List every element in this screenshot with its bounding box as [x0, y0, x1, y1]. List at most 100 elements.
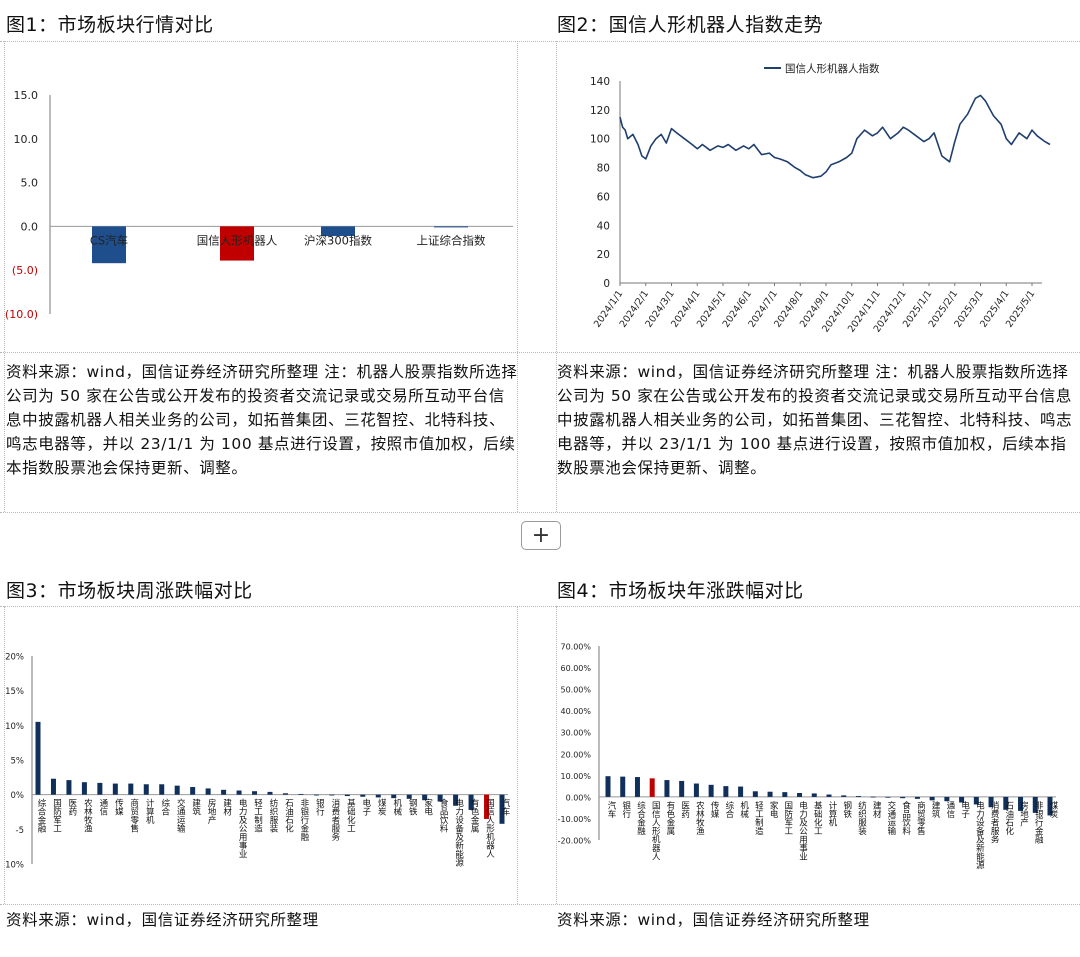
chart4-bar	[634, 777, 640, 797]
chart3-category-label: 建筑	[191, 798, 201, 817]
chart4-category-label: 通信	[945, 800, 955, 819]
chart4-category-label: 电力设备及新能源	[974, 800, 984, 870]
chart4-bar	[649, 778, 655, 797]
chart4-category-label: 房地产	[1019, 800, 1029, 827]
chart3-category-label: 基础化工	[345, 798, 355, 833]
chart4-bar-chart: 70.00% 60.00% 50.00% 40.00% 30.00% 20.00% 10.0…	[558, 643, 1059, 870]
chart3-bar	[406, 794, 412, 799]
chart4-bar	[782, 792, 788, 797]
chart4-category-label: 家电	[768, 800, 778, 818]
chart3-category-label: 交通运输	[175, 798, 185, 834]
chart4-title: 图4：市场板块年涨跌幅对比	[557, 580, 804, 602]
chart1-bar	[434, 226, 468, 228]
chart3-category-label: 纺织服装	[268, 798, 278, 834]
chart3-bar	[112, 783, 118, 795]
chart2-ytick-label: 120	[590, 105, 610, 117]
chart3-bar	[236, 790, 242, 795]
chart3-bar	[344, 794, 350, 797]
chart3-category-label: 钢铁	[407, 798, 417, 817]
chart3-source-note: 资料来源：wind，国信证券经济研究所整理	[6, 911, 319, 929]
chart4-bar	[620, 776, 626, 797]
chart3-category-label: 消费者服务	[330, 798, 340, 842]
chart4-bar	[693, 783, 699, 797]
chart4-bar	[841, 795, 847, 797]
chart2-ytick-label: 60	[597, 191, 610, 203]
chart3-bar	[143, 784, 149, 795]
chart3-bar	[174, 785, 180, 795]
chart4-category-label: 消费者服务	[989, 800, 999, 844]
chart2-ytick-label: 100	[590, 134, 610, 146]
chart3-ytick-label: 10%	[5, 722, 24, 732]
chart2-ytick-label: 20	[597, 249, 610, 261]
chart2-title: 图2：国信人形机器人指数走势	[557, 14, 824, 36]
chart3-bar	[221, 789, 227, 795]
chart4-category-label: 电力及公用事业	[798, 800, 808, 860]
chart4-bar	[914, 796, 920, 799]
chart4-category-label: 建材	[871, 800, 881, 818]
chart4-category-label: 综合金融	[635, 800, 645, 836]
chart1-ytick-label: 10.0	[14, 133, 39, 146]
chart3-bar	[252, 791, 258, 795]
chart3-category-label: 农林牧渔	[82, 798, 92, 833]
chart3-category-label: 医药	[67, 799, 77, 817]
chart1-bar	[321, 226, 355, 237]
chart3-bar	[282, 793, 288, 795]
chart3-bar	[453, 794, 459, 806]
chart4-bar	[797, 793, 803, 797]
chart4-category-label: 有色金属	[665, 800, 675, 836]
chart2-line-chart: 0204060801001201402024/1/12024/2/12024/3…	[590, 62, 1051, 335]
chart3-title: 图3：市场板块周涨跌幅对比	[6, 580, 253, 602]
chart2-source-note: 资料来源：wind，国信证券经济研究所整理 注：机器人股票指数所选择公司为 50…	[557, 363, 1073, 477]
chart4-category-label: 纺织服装	[856, 800, 866, 836]
chart3-category-label: 家电	[423, 798, 433, 816]
chart3-ytick-label: -10%	[5, 861, 24, 871]
chart3-bar	[205, 788, 211, 795]
chart4-bar	[1032, 796, 1038, 813]
chart2-ytick-label: 40	[597, 220, 610, 232]
chart3-bar	[437, 794, 443, 802]
chart4-bar	[1047, 796, 1053, 816]
chart3-category-label: 机械	[392, 798, 402, 817]
chart4-source-note: 资料来源：wind，国信证券经济研究所整理	[557, 911, 870, 929]
chart3-category-label: 传媒	[113, 798, 123, 817]
chart4-ytick-label: 50.00%	[560, 686, 591, 695]
chart4-bar	[1003, 796, 1009, 810]
chart4-bar	[944, 796, 950, 802]
chart4-ytick-label: 0.00%	[566, 793, 592, 802]
chart4-category-label: 轻工制造	[753, 800, 763, 836]
chart4-category-label: 电子	[960, 800, 970, 818]
chart3-category-label: 非银行金融	[299, 798, 309, 842]
chart3-bar	[267, 791, 273, 795]
chart3-bar	[50, 778, 56, 795]
chart4-category-label: 交通运输	[886, 800, 896, 836]
chart4-ytick-label: -10.00%	[558, 815, 592, 824]
chart3-category-label: 房地产	[206, 798, 216, 825]
chart4-category-label: 银行	[621, 800, 631, 819]
chart4-category-label: 非银行金融	[1033, 800, 1043, 844]
chart3-bar	[66, 780, 72, 795]
chart4-bar	[723, 786, 729, 797]
chart3-bar	[35, 721, 41, 795]
chart1-category-label: 沪深300指数	[304, 233, 372, 247]
chart3-category-label: 食品饮料	[438, 798, 448, 834]
chart4-ytick-label: 20.00%	[560, 750, 591, 759]
chart4-bar	[738, 786, 744, 797]
chart2-ytick-label: 80	[597, 163, 610, 175]
chart4-bar	[929, 796, 935, 801]
chart4-category-label: 国防军工	[783, 801, 793, 835]
chart4-category-label: 机械	[739, 800, 749, 819]
chart3-category-label: 综合金融	[36, 798, 46, 834]
chart3-bar	[499, 794, 505, 824]
chart4-ytick-label: 10.00%	[560, 772, 591, 781]
chart4-category-label: 汽车	[606, 800, 616, 819]
chart4-bar	[973, 796, 979, 805]
chart4-bar	[752, 791, 758, 797]
chart3-category-label: 煤炭	[376, 798, 386, 817]
add-block-button[interactable]: +	[521, 521, 561, 550]
chart3-bar	[329, 794, 335, 796]
chart4-bar	[885, 796, 891, 798]
chart3-ytick-label: 5%	[11, 757, 25, 767]
chart4-bar	[988, 796, 994, 808]
chart4-ytick-label: 70.00%	[560, 643, 591, 652]
chart4-category-label: 基础化工	[812, 800, 822, 835]
